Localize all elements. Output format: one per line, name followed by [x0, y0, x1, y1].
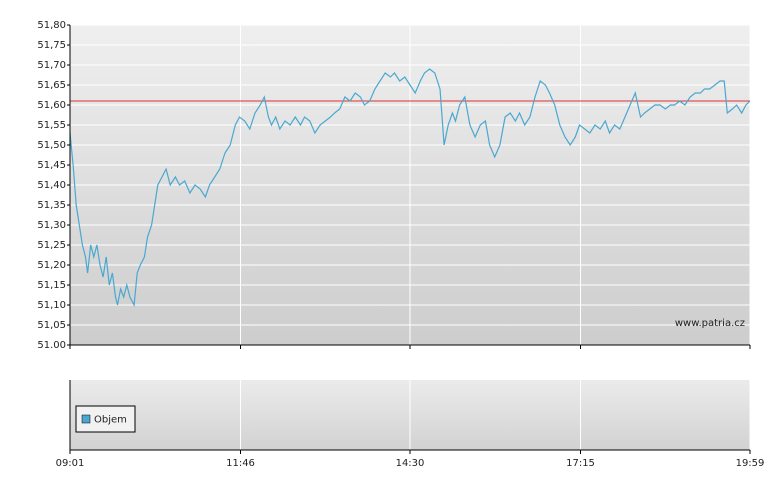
y-tick-label: 51,20 — [37, 260, 66, 271]
y-tick-label: 51,70 — [37, 60, 66, 71]
x-tick-label: 09:01 — [56, 458, 85, 469]
y-tick-label: 51,80 — [37, 20, 66, 31]
y-tick-label: 51,15 — [37, 280, 66, 291]
x-tick-label: 11:46 — [226, 458, 255, 469]
x-tick-label: 17:15 — [566, 458, 595, 469]
y-tick-label: 51,55 — [37, 120, 66, 131]
y-tick-label: 51.00 — [37, 340, 66, 351]
y-tick-label: 51,50 — [37, 140, 66, 151]
y-tick-label: 51,10 — [37, 300, 66, 311]
y-tick-label: 51,35 — [37, 200, 66, 211]
legend-swatch — [81, 414, 91, 424]
y-tick-label: 51,45 — [37, 160, 66, 171]
watermark: www.patria.cz — [675, 318, 745, 329]
legend-label: Objem — [94, 415, 127, 426]
y-tick-label: 51,75 — [37, 40, 66, 51]
y-tick-label: 51,30 — [37, 220, 66, 231]
x-tick-label: 14:30 — [396, 458, 425, 469]
price-line — [69, 68, 751, 308]
y-tick-label: 51,25 — [37, 240, 66, 251]
y-tick-label: 51,05 — [37, 320, 66, 331]
y-tick-label: 51,40 — [37, 180, 66, 191]
y-tick-label: 51,60 — [37, 100, 66, 111]
y-tick-label: 51,65 — [37, 80, 66, 91]
x-tick-label: 19:59 — [736, 458, 765, 469]
